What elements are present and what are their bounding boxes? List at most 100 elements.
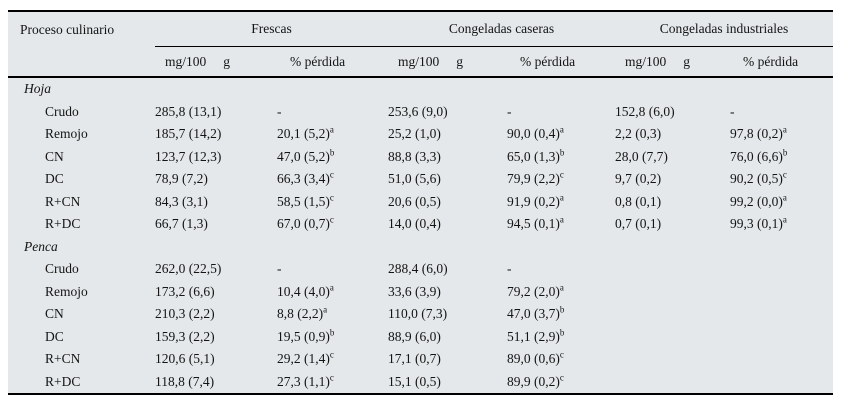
- subheader-caseras-perdida: % pérdida: [520, 53, 576, 69]
- significance-superscript: b: [559, 304, 565, 315]
- table-body: Hoja Crudo 285,8 (13,1) - 253,6 (9,0) - 152,8 …: [8, 78, 833, 393]
- significance-superscript: c: [329, 169, 334, 180]
- value-cell: -: [730, 103, 735, 119]
- significance-superscript: b: [559, 147, 565, 158]
- significance-superscript: a: [782, 214, 787, 225]
- value-cell: 123,7 (12,3): [155, 148, 222, 164]
- value-cell: 118,8 (7,4): [155, 373, 215, 389]
- value-cell: 67,0 (0,7)c: [277, 214, 334, 232]
- process-label: Crudo: [45, 261, 79, 277]
- value-cell: 288,4 (6,0): [388, 261, 448, 277]
- subheader-industriales-g: g: [683, 53, 691, 69]
- significance-superscript: c: [329, 192, 334, 203]
- value-cell: 262,0 (22,5): [155, 261, 222, 277]
- significance-superscript: c: [329, 214, 334, 225]
- value-cell: 0,8 (0,1): [615, 193, 662, 209]
- value-cell: 97,8 (0,2)a: [730, 124, 787, 142]
- value-cell: 173,2 (6,6): [155, 283, 215, 299]
- value-cell: 152,8 (6,0): [615, 103, 675, 119]
- value-cell: 76,0 (6,6)b: [730, 147, 788, 164]
- value-cell: 65,0 (1,3)b: [507, 147, 565, 164]
- table-row: CN 210,3 (2,2) 8,8 (2,2)a 110,0 (7,3) 47,0 (…: [8, 303, 833, 326]
- group-header-congeladas-industriales: Congeladas industriales: [615, 12, 833, 47]
- subheader-caseras-g: g: [456, 53, 464, 69]
- table-row: DC 78,9 (7,2) 66,3 (3,4)c 51,0 (5,6) 79,9 (2…: [8, 168, 833, 191]
- significance-superscript: c: [559, 169, 564, 180]
- significance-superscript: c: [329, 372, 334, 383]
- value-cell: 51,1 (2,9)b: [507, 327, 565, 344]
- value-cell: 9,7 (0,2): [615, 171, 662, 187]
- significance-superscript: a: [782, 192, 787, 203]
- significance-superscript: b: [782, 147, 788, 158]
- value-cell: 29,2 (1,4)c: [277, 349, 334, 367]
- significance-superscript: a: [323, 304, 328, 315]
- significance-superscript: a: [559, 214, 564, 225]
- value-cell: 88,9 (6,0): [388, 328, 441, 344]
- value-cell: 66,7 (1,3): [155, 216, 208, 232]
- significance-superscript: c: [559, 349, 564, 360]
- value-cell: -: [277, 261, 282, 277]
- table-row: R+DC 66,7 (1,3) 67,0 (0,7)c 14,0 (0,4) 94,5 …: [8, 213, 833, 236]
- value-cell: 28,0 (7,7): [615, 148, 668, 164]
- process-label: Crudo: [45, 103, 79, 119]
- subheader-frescas-mg: mg/100 g: [165, 53, 231, 69]
- value-cell: 90,0 (0,4)a: [507, 124, 564, 142]
- value-cell: 27,3 (1,1)c: [277, 372, 334, 389]
- value-cell: 79,9 (2,2)c: [507, 169, 564, 187]
- significance-superscript: c: [559, 372, 564, 383]
- value-cell: 79,2 (2,0)a: [507, 282, 564, 299]
- table-row: Crudo 262,0 (22,5) - 288,4 (6,0) -: [8, 258, 833, 281]
- table-row: R+CN 84,3 (3,1) 58,5 (1,5)c 20,6 (0,5) 91,9 …: [8, 191, 833, 214]
- value-cell: 99,2 (0,0)a: [730, 192, 787, 209]
- process-label: R+DC: [45, 373, 81, 389]
- value-cell: 66,3 (3,4)c: [277, 169, 334, 187]
- value-cell: 47,0 (3,7)b: [507, 304, 565, 322]
- value-cell: 89,0 (0,6)c: [507, 349, 564, 367]
- subheader-frescas-g: g: [223, 53, 231, 69]
- value-cell: 51,0 (5,6): [388, 171, 441, 187]
- value-cell: 20,6 (0,5): [388, 193, 441, 209]
- value-cell: 99,3 (0,1)a: [730, 214, 787, 232]
- process-label: DC: [45, 171, 64, 187]
- process-label: CN: [45, 306, 64, 322]
- value-cell: 210,3 (2,2): [155, 306, 215, 322]
- table-row: Remojo 185,7 (14,2) 20,1 (5,2)a 25,2 (1,0) 9…: [8, 123, 833, 146]
- subheader-industriales-mg: mg/100 g: [625, 53, 691, 69]
- significance-superscript: b: [329, 147, 335, 158]
- value-cell: 19,5 (0,9)b: [277, 327, 335, 344]
- value-cell: -: [507, 103, 512, 119]
- value-cell: 94,5 (0,1)a: [507, 214, 564, 232]
- significance-superscript: c: [329, 349, 334, 360]
- process-label: DC: [45, 328, 64, 344]
- significance-superscript: a: [559, 282, 564, 293]
- table-row: R+DC 118,8 (7,4) 27,3 (1,1)c 15,1 (0,5) 89,9…: [8, 371, 833, 394]
- value-cell: 91,9 (0,2)a: [507, 192, 564, 209]
- group-header-frescas: Frescas: [155, 12, 388, 47]
- significance-superscript: b: [559, 327, 565, 338]
- value-cell: 185,7 (14,2): [155, 126, 222, 142]
- table-row: DC 159,3 (2,2) 19,5 (0,9)b 88,9 (6,0) 51,1 (…: [8, 326, 833, 349]
- value-cell: 17,1 (0,7): [388, 351, 441, 367]
- value-cell: 0,7 (0,1): [615, 216, 662, 232]
- section-label: Hoja: [24, 81, 51, 97]
- table-row: Crudo 285,8 (13,1) - 253,6 (9,0) - 152,8 (6,0…: [8, 101, 833, 124]
- section-label: Penca: [24, 238, 58, 254]
- value-cell: 88,8 (3,3): [388, 148, 441, 164]
- significance-superscript: a: [329, 282, 334, 293]
- process-label: R+CN: [45, 351, 81, 367]
- value-cell: 10,4 (4,0)a: [277, 282, 334, 299]
- process-label: Remojo: [45, 126, 88, 142]
- significance-superscript: c: [782, 169, 787, 180]
- value-cell: 89,9 (0,2)c: [507, 372, 564, 389]
- value-cell: 285,8 (13,1): [155, 103, 222, 119]
- subheader-frescas-perdida: % pérdida: [290, 53, 346, 69]
- significance-superscript: a: [559, 124, 564, 135]
- value-cell: 253,6 (9,0): [388, 103, 448, 119]
- value-cell: 58,5 (1,5)c: [277, 192, 334, 209]
- section-header-row: Hoja: [8, 78, 833, 101]
- significance-superscript: a: [782, 124, 787, 135]
- value-cell: 159,3 (2,2): [155, 328, 215, 344]
- value-cell: -: [277, 103, 282, 119]
- value-cell: 33,6 (3,9): [388, 283, 441, 299]
- value-cell: 8,8 (2,2)a: [277, 304, 328, 322]
